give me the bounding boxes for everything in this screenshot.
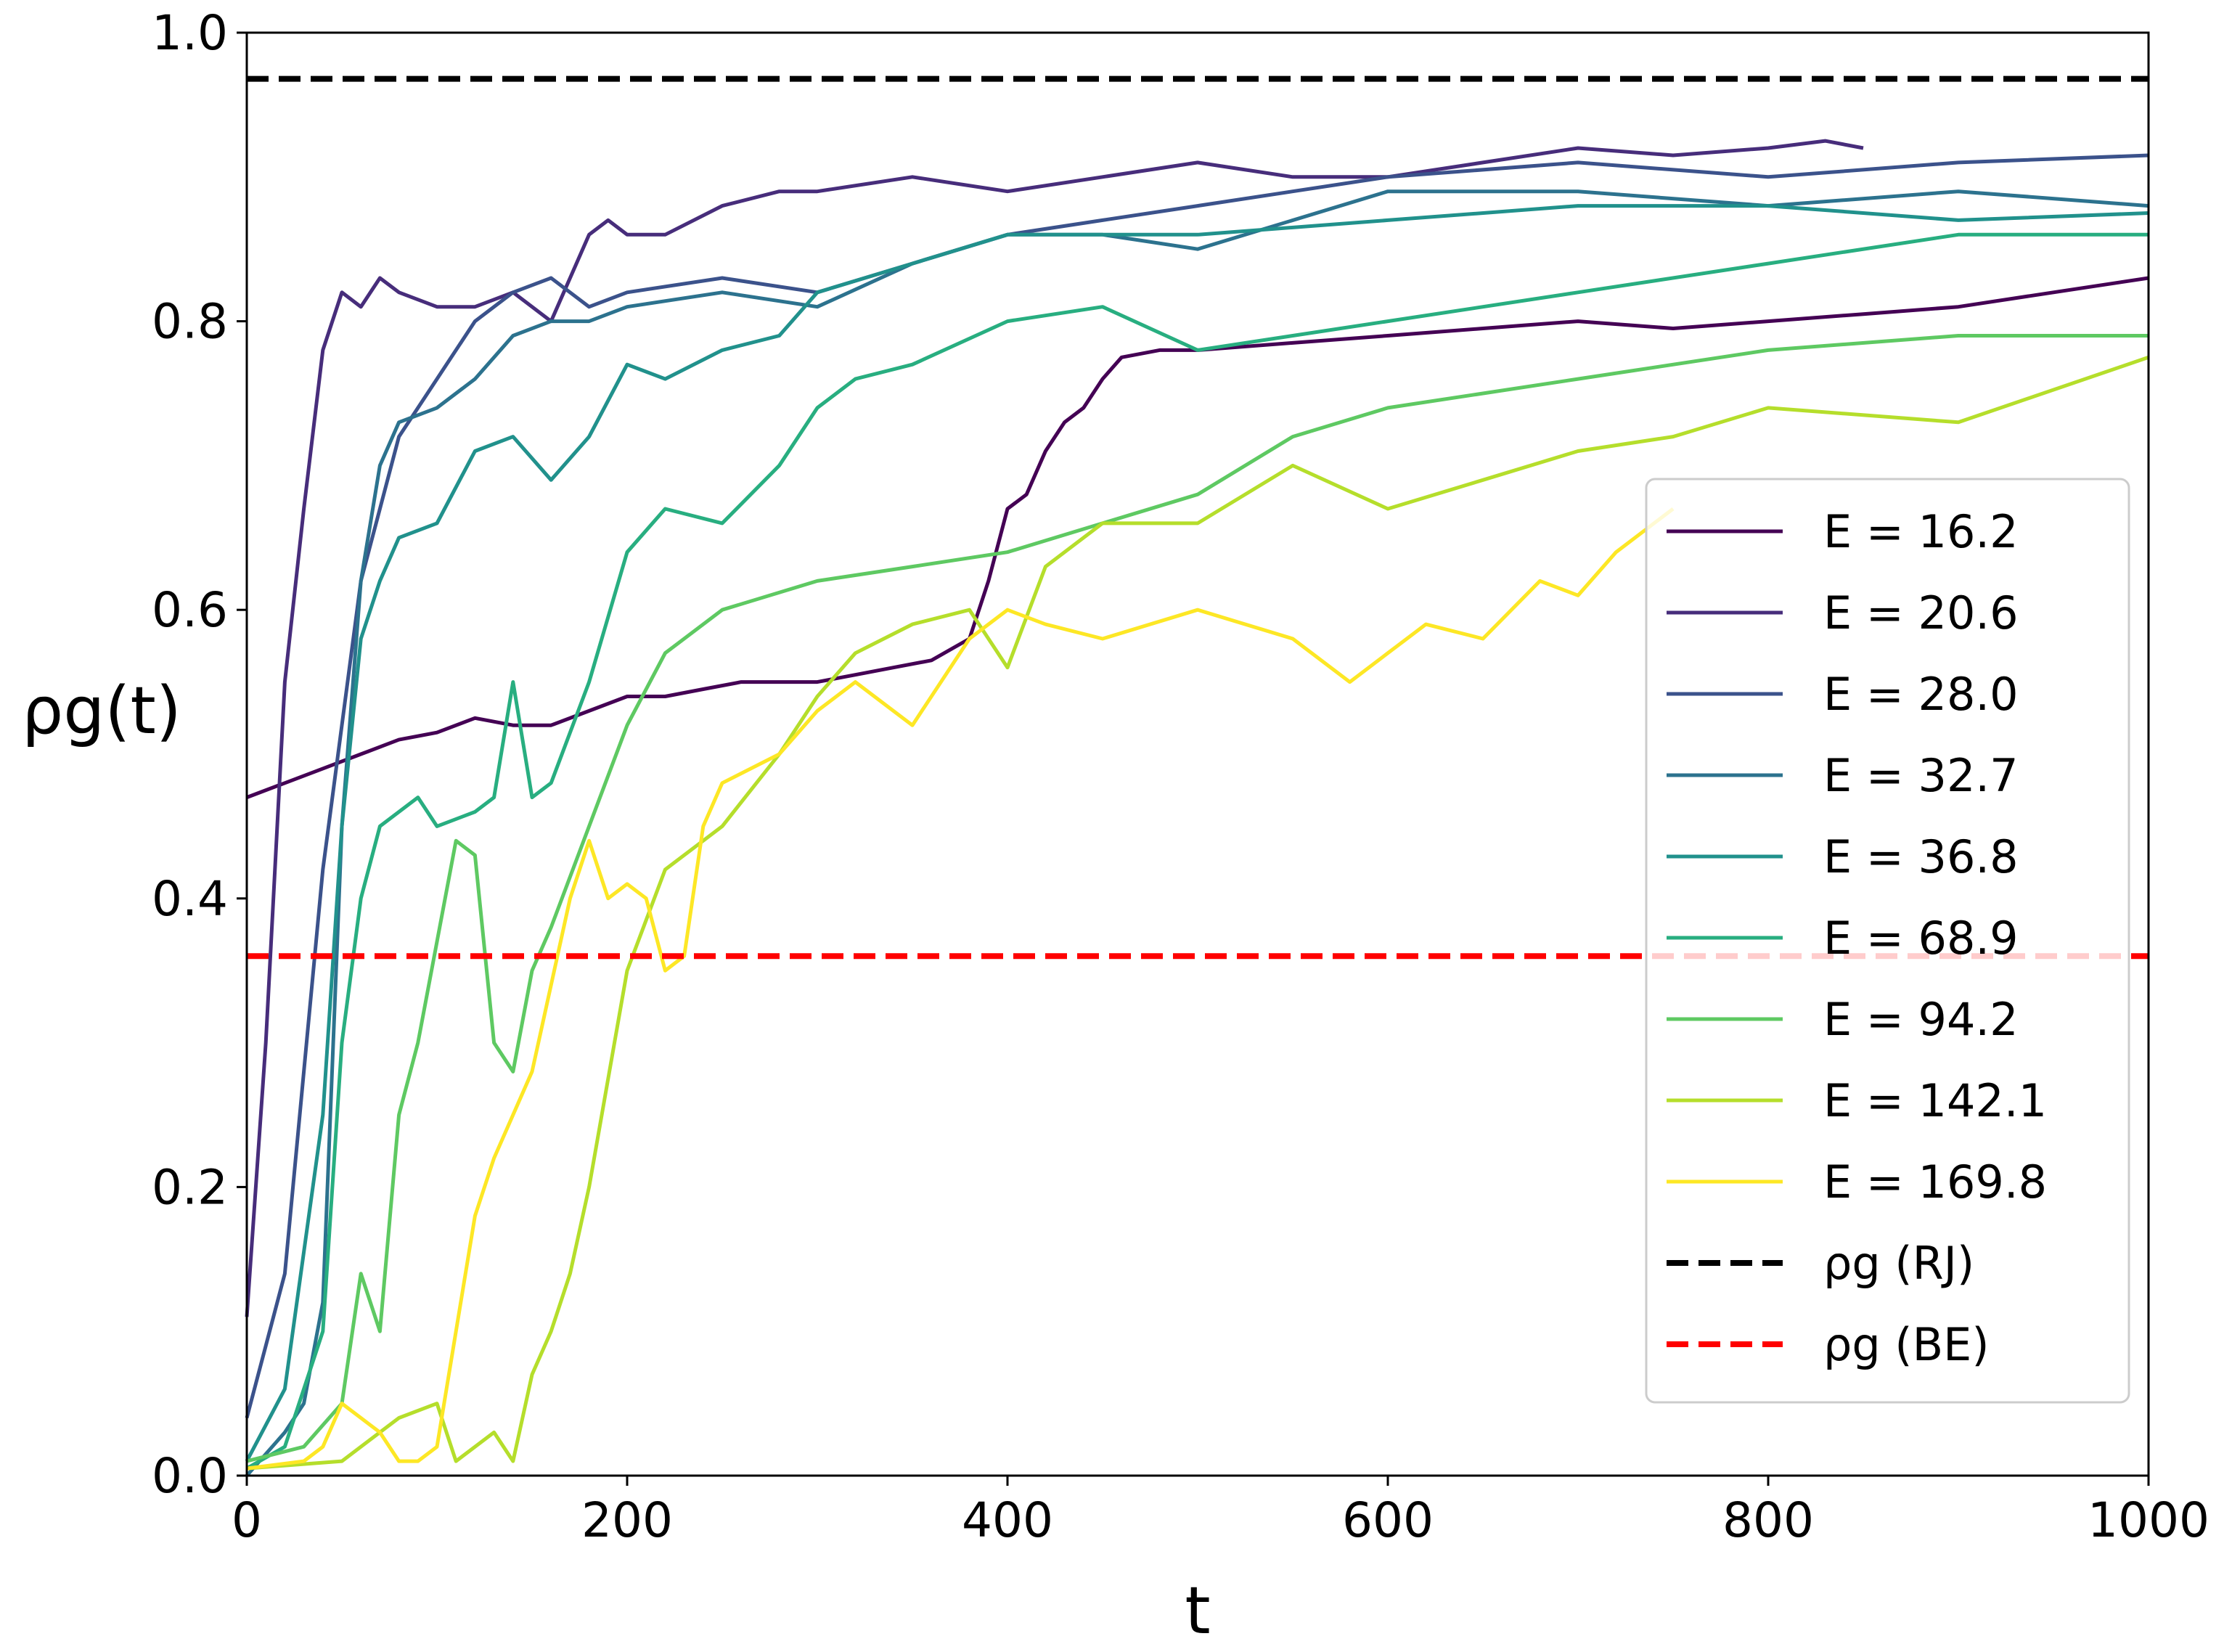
legend-box xyxy=(1645,478,2130,1404)
y-tick-label: 0.0 xyxy=(152,1448,228,1504)
series-line-1 xyxy=(245,139,1864,1317)
x-tick-label: 400 xyxy=(962,1492,1053,1548)
series-line-7 xyxy=(246,355,2149,1471)
series-line-4 xyxy=(245,204,2149,1463)
series-line-6 xyxy=(246,334,2149,1463)
legend-label-9: ρg (RJ) xyxy=(1823,1237,1974,1290)
legend-label-0: E = 16.2 xyxy=(1823,505,2019,558)
series-line-0 xyxy=(246,276,2149,799)
x-tick-label: 0 xyxy=(232,1492,262,1548)
x-axis: 0 200 400 600 800 1000 xyxy=(232,1476,2209,1548)
x-tick-label: 600 xyxy=(1342,1492,1434,1548)
x-tick-label: 1000 xyxy=(2088,1492,2209,1548)
y-axis: 0.0 0.2 0.4 0.6 0.8 1.0 xyxy=(152,5,247,1504)
legend-label-8: E = 169.8 xyxy=(1823,1156,2047,1209)
y-tick-label: 0.6 xyxy=(152,582,228,638)
y-tick-label: 0.2 xyxy=(152,1159,228,1215)
plot-frame xyxy=(245,31,2150,1477)
y-tick-label: 1.0 xyxy=(152,5,228,61)
legend-label-2: E = 28.0 xyxy=(1823,668,2019,721)
legend-label-3: E = 32.7 xyxy=(1823,749,2019,802)
series-line-2 xyxy=(245,153,2149,1419)
y-tick-label: 0.8 xyxy=(152,294,228,350)
legend-label-1: E = 20.6 xyxy=(1823,586,2019,639)
legend-label-10: ρg (BE) xyxy=(1823,1318,1990,1371)
y-tick-label: 0.4 xyxy=(152,871,228,927)
series-line-8 xyxy=(246,507,1675,1471)
y-axis-label: ρg(t) xyxy=(22,673,181,749)
plot-series xyxy=(245,75,2149,1477)
x-tick-label: 200 xyxy=(581,1492,673,1548)
x-axis-label: t xyxy=(1185,1573,1210,1649)
legend-label-7: E = 142.1 xyxy=(1823,1074,2047,1127)
series-line-5 xyxy=(245,232,2149,1471)
legend: E = 16.2 E = 20.6 E = 28.0 E = 32.7 E = 36.8… xyxy=(1645,478,2130,1404)
legend-label-4: E = 36.8 xyxy=(1823,830,2019,883)
x-tick-label: 800 xyxy=(1722,1492,1814,1548)
legend-label-5: E = 68.9 xyxy=(1823,912,2019,965)
legend-label-6: E = 94.2 xyxy=(1823,993,2019,1046)
